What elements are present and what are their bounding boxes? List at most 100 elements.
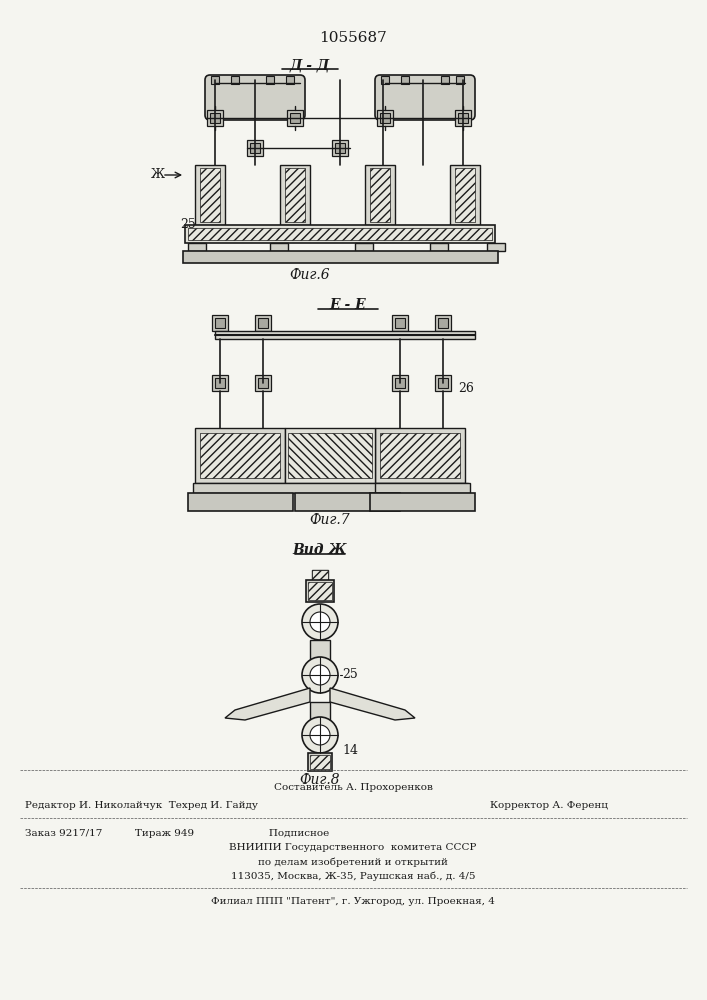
Bar xyxy=(212,315,228,331)
Bar xyxy=(381,76,389,84)
Text: 25: 25 xyxy=(342,668,358,682)
Circle shape xyxy=(302,604,338,640)
Bar xyxy=(395,378,405,388)
Bar xyxy=(266,76,274,84)
Bar xyxy=(455,110,471,126)
Text: Составитель А. Прохоренков: Составитель А. Прохоренков xyxy=(274,784,433,792)
Bar xyxy=(247,140,263,156)
Text: 1055687: 1055687 xyxy=(319,31,387,45)
Bar xyxy=(270,243,288,251)
Text: Фиг.7: Фиг.7 xyxy=(310,513,350,527)
Bar xyxy=(280,165,310,225)
Bar xyxy=(370,168,390,222)
FancyBboxPatch shape xyxy=(205,75,305,120)
Bar xyxy=(441,76,449,84)
Text: Ж: Ж xyxy=(151,168,165,182)
Text: Вид Ж: Вид Ж xyxy=(293,543,347,557)
Bar xyxy=(215,378,225,388)
Bar xyxy=(255,315,271,331)
Circle shape xyxy=(302,717,338,753)
Bar xyxy=(188,243,206,251)
Bar xyxy=(212,375,228,391)
Bar xyxy=(458,113,468,123)
Circle shape xyxy=(302,657,338,693)
Bar xyxy=(285,168,305,222)
Bar xyxy=(310,640,330,662)
Bar xyxy=(193,483,468,493)
Bar xyxy=(215,318,225,328)
Bar xyxy=(370,493,475,511)
Bar xyxy=(288,433,372,478)
Text: 26: 26 xyxy=(458,381,474,394)
Bar xyxy=(375,428,465,483)
Bar xyxy=(290,113,300,123)
Bar xyxy=(487,243,505,251)
Bar xyxy=(258,318,268,328)
Bar xyxy=(332,140,348,156)
Bar xyxy=(456,76,464,84)
Bar xyxy=(200,433,280,478)
Bar xyxy=(215,331,475,339)
Bar xyxy=(438,318,448,328)
Bar xyxy=(450,165,480,225)
Circle shape xyxy=(310,725,330,745)
Bar xyxy=(210,113,220,123)
Bar xyxy=(200,168,220,222)
Bar xyxy=(430,243,448,251)
Bar xyxy=(315,573,325,580)
Polygon shape xyxy=(330,688,415,720)
Bar xyxy=(306,580,334,602)
Bar xyxy=(258,378,268,388)
Text: Редактор И. Николайчук  Техред И. Гайду: Редактор И. Николайчук Техред И. Гайду xyxy=(25,800,258,810)
Bar xyxy=(455,168,475,222)
Bar xyxy=(335,143,345,153)
Bar xyxy=(308,582,332,600)
Text: Е - Е: Е - Е xyxy=(329,298,366,312)
Text: по делам изобретений и открытий: по делам изобретений и открытий xyxy=(258,857,448,867)
Bar xyxy=(401,76,409,84)
Bar xyxy=(308,753,332,771)
Text: 25: 25 xyxy=(180,219,196,232)
Bar xyxy=(365,165,395,225)
Bar xyxy=(377,110,393,126)
Bar xyxy=(310,755,330,769)
Circle shape xyxy=(310,665,330,685)
Text: Фиг.8: Фиг.8 xyxy=(300,773,340,787)
Bar xyxy=(183,251,498,263)
Bar xyxy=(188,493,293,511)
Bar xyxy=(286,76,294,84)
Bar xyxy=(185,225,495,243)
Circle shape xyxy=(310,612,330,632)
Bar xyxy=(255,375,271,391)
Bar xyxy=(395,318,405,328)
Bar xyxy=(295,493,400,511)
Bar xyxy=(438,378,448,388)
Bar xyxy=(312,570,328,580)
Text: Корректор А. Ференц: Корректор А. Ференц xyxy=(490,800,608,810)
Text: Заказ 9217/17          Тираж 949                       Подписное: Заказ 9217/17 Тираж 949 Подписное xyxy=(25,828,329,838)
Text: 14: 14 xyxy=(342,744,358,756)
Bar xyxy=(195,165,225,225)
Bar xyxy=(195,428,285,483)
Text: Фиг.6: Фиг.6 xyxy=(290,268,330,282)
Bar xyxy=(435,375,451,391)
Bar xyxy=(285,428,375,483)
Bar xyxy=(312,570,328,580)
Bar xyxy=(207,110,223,126)
Bar xyxy=(211,76,219,84)
Bar xyxy=(380,433,460,478)
Bar xyxy=(380,113,390,123)
Text: 113035, Москва, Ж-35, Раушская наб., д. 4/5: 113035, Москва, Ж-35, Раушская наб., д. … xyxy=(230,871,475,881)
Bar xyxy=(231,76,239,84)
Bar xyxy=(375,483,470,493)
Bar xyxy=(392,375,408,391)
Bar xyxy=(355,243,373,251)
FancyBboxPatch shape xyxy=(375,75,475,120)
Bar xyxy=(435,315,451,331)
Bar xyxy=(310,702,330,724)
Polygon shape xyxy=(225,688,310,720)
Bar xyxy=(188,228,492,240)
Bar xyxy=(250,143,260,153)
Text: Д - Д: Д - Д xyxy=(290,58,330,72)
Bar xyxy=(287,110,303,126)
